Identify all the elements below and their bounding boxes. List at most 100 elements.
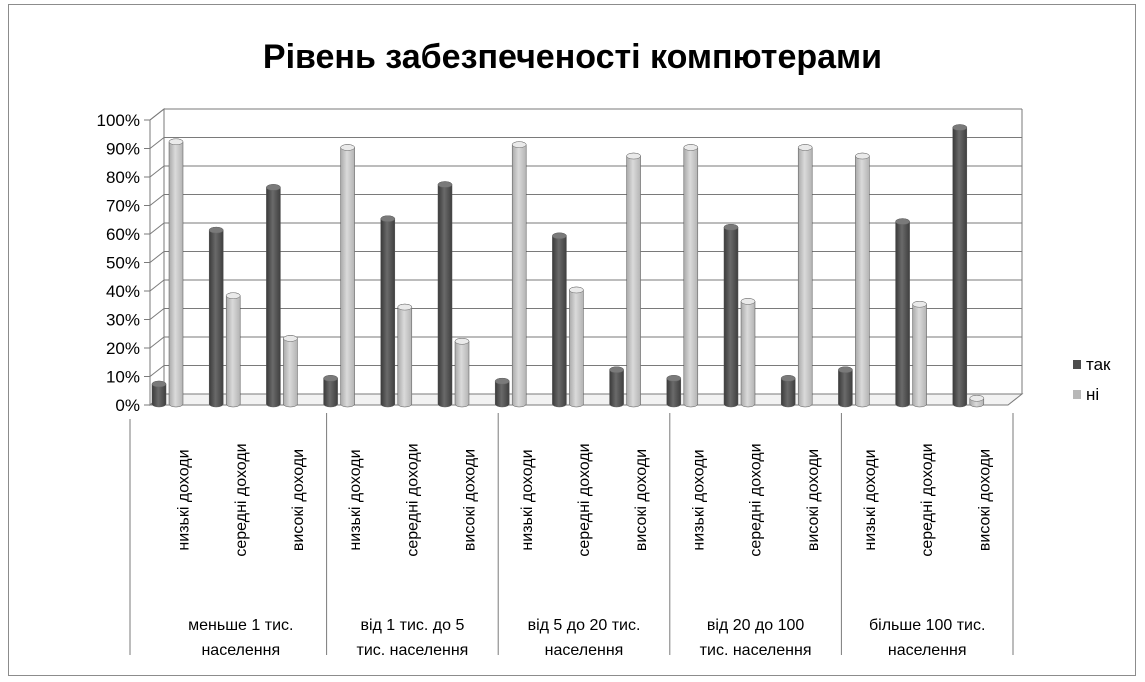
x-tick-label: високі доходи <box>976 449 993 551</box>
bar-так-2-2 <box>609 366 624 408</box>
y-tick-label: 20% <box>106 339 140 358</box>
bar-top <box>855 152 870 160</box>
bar-ні-4-1 <box>912 301 927 408</box>
bar-body <box>168 138 184 408</box>
y-tick-label: 70% <box>106 197 140 216</box>
x-tick-label: низькі доходи <box>176 449 193 550</box>
bar-body <box>208 226 224 408</box>
x-tick-label: низькі доходи <box>862 449 879 550</box>
bar-так-2-1 <box>552 232 567 408</box>
x-tick-label: низькі доходи <box>690 449 707 550</box>
gridline-side <box>149 108 165 121</box>
bar-так-2-0 <box>494 377 510 408</box>
bar-ні-4-2 <box>969 395 985 408</box>
bar-top <box>626 152 641 160</box>
bar-так-4-1 <box>895 218 910 408</box>
chart-title: Рівень забезпеченості компютерами <box>262 38 883 76</box>
bar-top <box>454 338 470 345</box>
bar-ні-0-2 <box>283 335 298 408</box>
bar-так-3-1 <box>723 224 739 408</box>
y-tick-label: 40% <box>106 282 140 301</box>
x-tick-label: середні доходи <box>748 443 765 556</box>
bar-top <box>283 335 298 342</box>
group-label: від 5 до 20 тис. <box>528 617 641 634</box>
x-tick-label: середні доходи <box>233 443 250 556</box>
bar-ні-3-0 <box>683 144 699 408</box>
plot-walls <box>148 107 1024 407</box>
bar-body <box>569 286 584 408</box>
group-label: меньше 1 тис. <box>188 617 293 634</box>
gridline-side <box>149 336 165 349</box>
bar-top <box>740 298 756 305</box>
group-label: тис. населення <box>356 642 468 659</box>
gridline-side <box>149 251 165 263</box>
bar-body <box>912 301 927 408</box>
x-tick-label: високі доходи <box>805 449 822 551</box>
x-tick-label: низькі доходи <box>519 449 536 550</box>
bar-body <box>397 303 413 408</box>
bar-top <box>780 375 796 382</box>
bar-так-1-1 <box>380 215 396 408</box>
y-tick-label: 90% <box>106 140 140 159</box>
bar-ні-2-1 <box>569 286 584 408</box>
bar-body <box>797 144 813 408</box>
y-tick-label: 30% <box>106 311 140 330</box>
bar-body <box>723 224 739 408</box>
gridline-side <box>149 165 165 178</box>
bar-top <box>340 144 355 151</box>
x-tick-label: низькі доходи <box>347 449 364 550</box>
bar-ні-0-0 <box>168 138 184 408</box>
bar-top <box>437 181 453 188</box>
bar-top <box>168 138 184 146</box>
group-label: населення <box>545 642 624 659</box>
gridline-side <box>149 279 165 292</box>
y-tick-label: 50% <box>106 254 140 273</box>
x-tick-label: середні доходи <box>576 443 593 556</box>
group-label: населення <box>201 642 280 659</box>
bar-top <box>609 366 624 374</box>
bar-top <box>397 303 413 311</box>
group-label: від 1 тис. до 5 <box>360 617 464 634</box>
gridline-side <box>149 194 165 206</box>
bar-ні-3-1 <box>740 298 756 408</box>
legend: так ні <box>1073 355 1111 404</box>
group-label: від 20 до 100 <box>707 617 805 634</box>
x-tick-label: середні доходи <box>404 443 421 556</box>
bar-top <box>323 375 338 382</box>
legend-swatch-0 <box>1073 360 1081 369</box>
bar-top <box>151 380 167 388</box>
y-axis-ticks: 0% 10% 20% 30% 40% 50% 60% 70% 80% 90% 100% <box>97 111 151 415</box>
bar-ні-1-0 <box>340 144 355 408</box>
bar-top <box>952 124 968 131</box>
legend-label-1: ні <box>1086 385 1099 404</box>
bar-body <box>511 141 527 408</box>
bar-так-0-1 <box>208 226 224 408</box>
bar-body <box>552 232 567 408</box>
bar-body <box>895 218 910 408</box>
bar-так-4-2 <box>952 124 968 408</box>
bar-top <box>912 301 927 308</box>
bar-так-0-2 <box>266 184 281 408</box>
gridline-side <box>149 222 165 235</box>
bar-ні-4-0 <box>855 152 870 408</box>
bar-top <box>225 292 241 299</box>
gridline-side <box>149 308 165 320</box>
bar-ні-2-2 <box>626 152 641 408</box>
bar-top <box>511 141 527 148</box>
x-tick-label: високі доходи <box>290 449 307 551</box>
bar-body <box>855 152 870 408</box>
bar-body <box>380 215 396 408</box>
y-tick-label: 0% <box>115 396 140 415</box>
bar-body <box>225 292 241 408</box>
bar-так-1-0 <box>323 375 338 408</box>
bar-так-3-0 <box>666 375 682 408</box>
bar-так-0-0 <box>151 380 167 408</box>
bar-top <box>797 144 813 151</box>
bar-top <box>380 215 396 222</box>
bar-top <box>494 377 510 385</box>
bar-так-4-0 <box>838 366 853 408</box>
group-label: населення <box>888 642 967 659</box>
bar-body <box>683 144 699 408</box>
floor <box>148 393 1024 406</box>
